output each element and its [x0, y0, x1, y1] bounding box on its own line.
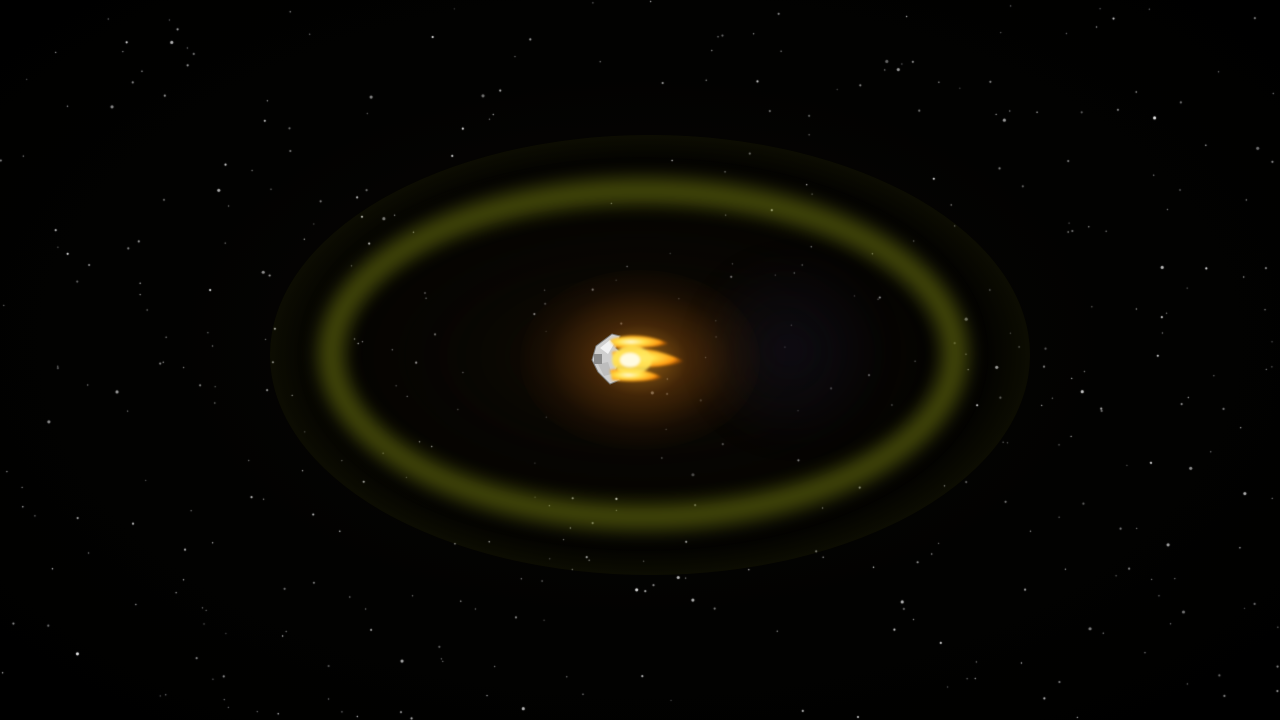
spaceship-icon[interactable]: [586, 326, 690, 390]
thruster-flame-icon: [610, 335, 686, 382]
